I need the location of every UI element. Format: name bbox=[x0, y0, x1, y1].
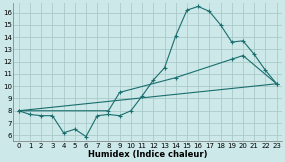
X-axis label: Humidex (Indice chaleur): Humidex (Indice chaleur) bbox=[88, 150, 207, 159]
